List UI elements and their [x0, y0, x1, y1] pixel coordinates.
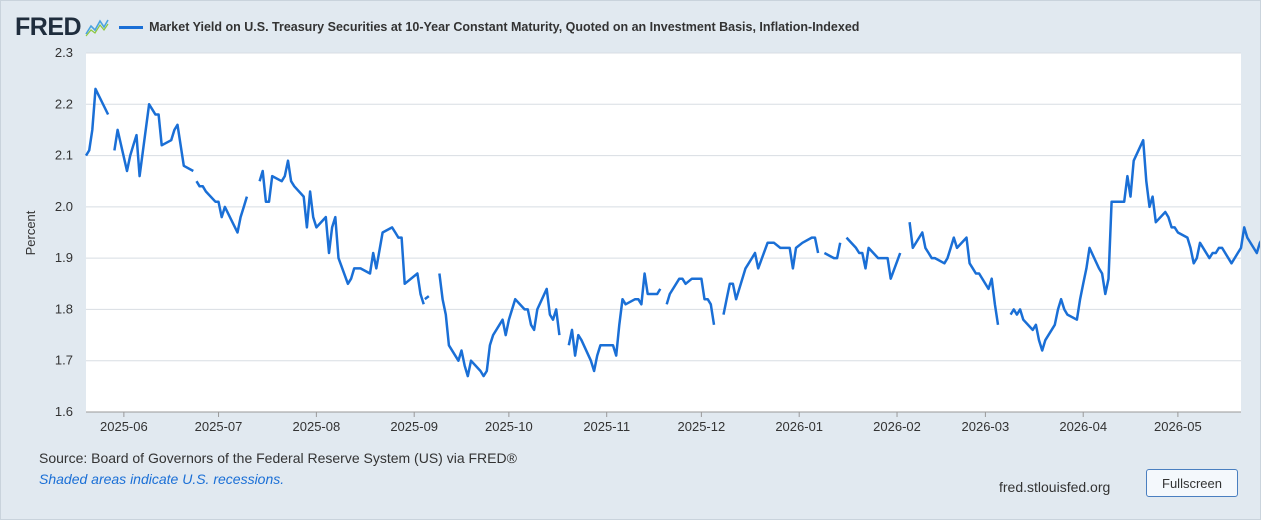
- series-lines: [84, 87, 1260, 378]
- plot-area: [86, 53, 1241, 412]
- x-tick-label: 2026-02: [873, 419, 921, 434]
- y-tick-label: 2.1: [55, 148, 73, 163]
- y-axis: 1.6 1.7 1.8 1.9 2.0 2.1 2.2 2.3: [55, 45, 73, 419]
- y-tick-label: 1.8: [55, 301, 73, 316]
- series-segment: [1009, 138, 1260, 352]
- x-tick-label: 2025-12: [678, 419, 726, 434]
- y-tick-label: 2.2: [55, 96, 73, 111]
- series-segment: [195, 180, 249, 234]
- legend-line-swatch: [119, 25, 144, 29]
- series-segment: [845, 236, 902, 280]
- x-tick-label: 2026-05: [1154, 419, 1202, 434]
- y-tick-label: 2.0: [55, 199, 73, 214]
- x-axis: 2025-06 2025-07 2025-08 2025-09 2025-10 2025-…: [86, 411, 1241, 434]
- line-chart: 1.61.71.81.92.02.12.22.3 2025-06 2025-07 2…: [23, 45, 1260, 434]
- y-tick-label: 1.6: [55, 404, 73, 419]
- y-tick-label: 2.3: [55, 45, 73, 60]
- x-tick-label: 2026-04: [1059, 419, 1107, 434]
- fullscreen-button[interactable]: Fullscreen: [1146, 469, 1238, 497]
- series-segment: [722, 236, 820, 315]
- series-segment: [258, 159, 425, 305]
- y-axis-label: Percent: [23, 210, 38, 255]
- x-tick-label: 2026-03: [962, 419, 1010, 434]
- x-tick-label: 2025-08: [293, 419, 341, 434]
- series-segment: [424, 295, 430, 301]
- series-segment: [908, 222, 1000, 325]
- recession-note: Shaded areas indicate U.S. recessions.: [39, 471, 285, 487]
- chart-header: FRED Market Yield on U.S. Treasury Secur…: [15, 13, 859, 41]
- y-tick-label: 1.9: [55, 250, 73, 265]
- series-segment: [567, 272, 662, 373]
- x-tick-label: 2025-06: [100, 419, 148, 434]
- legend-series-title: Market Yield on U.S. Treasury Securities…: [149, 20, 860, 34]
- y-tick-label: 1.7: [55, 353, 73, 368]
- x-tick-label: 2025-09: [390, 419, 438, 434]
- chart-grid: [86, 52, 1241, 413]
- series-segment: [665, 277, 716, 325]
- x-tick-label: 2026-01: [775, 419, 823, 434]
- site-link[interactable]: fred.stlouisfed.org: [999, 479, 1111, 495]
- fred-logo[interactable]: FRED: [15, 12, 82, 41]
- source-note: Source: Board of Governors of the Federa…: [39, 450, 517, 466]
- x-tick-label: 2025-07: [195, 419, 243, 434]
- series-segment: [84, 87, 110, 157]
- series-segment: [823, 242, 842, 260]
- x-tick-label: 2025-11: [583, 419, 630, 434]
- series-segment: [113, 103, 194, 178]
- trend-line-icon: [85, 19, 109, 37]
- series-segment: [438, 273, 561, 378]
- x-tick-label: 2025-10: [485, 419, 533, 434]
